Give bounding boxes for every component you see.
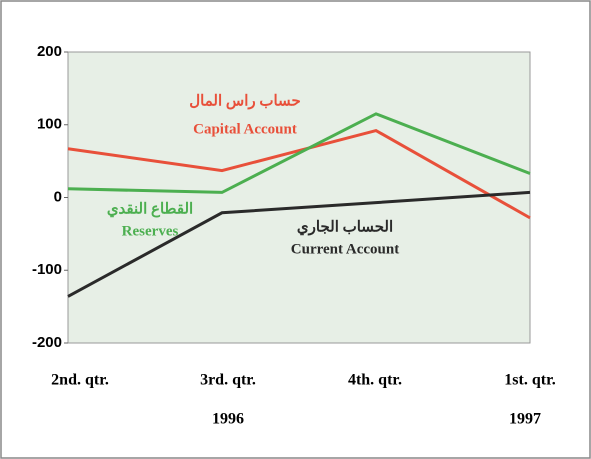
y-tick-label: -200 [32,334,62,351]
series-label: Reserves [122,223,179,239]
series-line [67,190,531,298]
series-line [67,112,531,194]
x-tick-label: 2nd. qtr. [51,372,109,389]
series-label-ar: القطاع النقدي [107,201,193,218]
y-tick-label: -100 [32,261,62,278]
series-label-ar: الحساب الجاري [297,219,393,236]
y-tick-label: 200 [37,43,62,60]
series-label: Current Account [291,241,399,257]
y-tick-label: 0 [54,188,62,205]
y-tick-label: 100 [37,116,62,133]
x-tick-label: 4th. qtr. [348,372,402,389]
series-label-ar: حساب راس المال [189,93,300,109]
x-tick-label: 1st. qtr. [504,372,555,389]
year-label: 1997 [509,411,541,428]
series-line [67,128,531,220]
series-label: Capital Account [193,121,297,137]
x-tick-label: 3rd. qtr. [200,372,256,389]
year-label: 1996 [212,411,244,428]
